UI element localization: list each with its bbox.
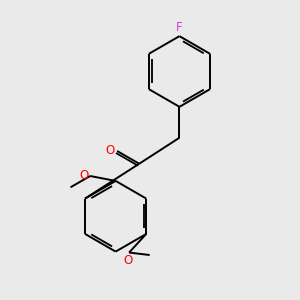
Text: O: O xyxy=(105,144,114,157)
Text: F: F xyxy=(176,21,183,34)
Text: O: O xyxy=(124,254,133,267)
Text: O: O xyxy=(79,169,88,182)
